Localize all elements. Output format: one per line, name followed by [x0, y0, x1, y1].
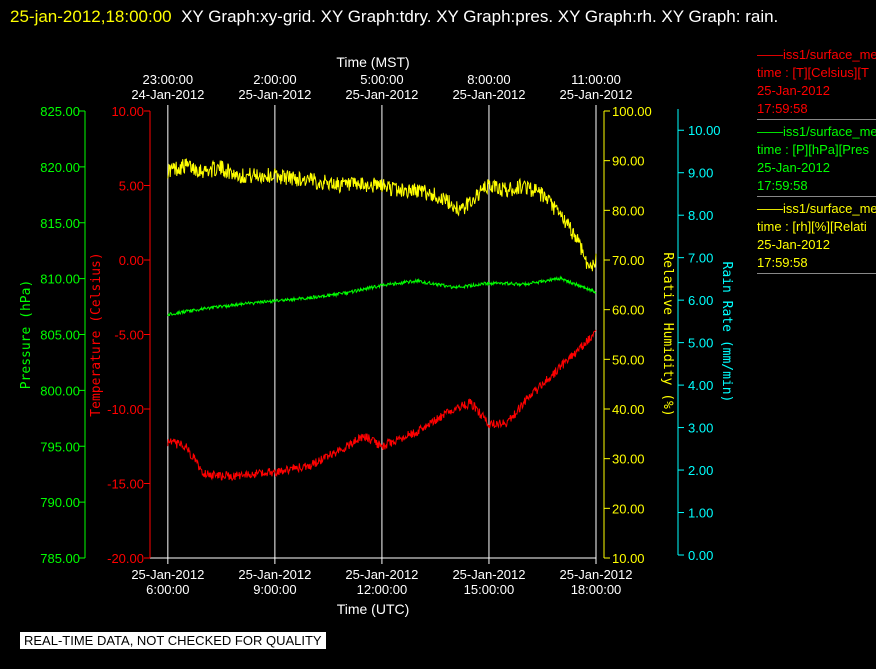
x-axis-label: Time (UTC)	[337, 601, 410, 617]
humidity-tick-label: 70.00	[612, 253, 645, 268]
humidity-axis-title: Relative Humidity (%)	[660, 252, 675, 416]
top-tick-time: 2:00:00	[253, 72, 296, 87]
temperature-tick-label: 10.00	[111, 104, 144, 119]
top-tick-date: 25-Jan-2012	[560, 87, 633, 102]
legend-time: 17:59:58	[757, 101, 808, 116]
top-tick-time: 23:00:00	[143, 72, 194, 87]
x-tick-time: 6:00:00	[146, 582, 189, 597]
top-tick-date: 24-Jan-2012	[131, 87, 204, 102]
rain-tick-label: 3.00	[688, 421, 713, 436]
temperature-axis-title: Temperature (Celsius)	[89, 252, 104, 416]
pressure-tick-label: 815.00	[40, 216, 80, 231]
temperature-tick-label: -20.00	[107, 551, 144, 566]
x-tick-time: 12:00:00	[357, 582, 408, 597]
temperature-series-line	[167, 329, 597, 482]
x-tick-date: 25-Jan-2012	[452, 567, 525, 582]
pressure-tick-label: 825.00	[40, 104, 80, 119]
top-tick-date: 25-Jan-2012	[238, 87, 311, 102]
humidity-tick-label: 40.00	[612, 402, 645, 417]
humidity-tick-label: 80.00	[612, 203, 645, 218]
rain-tick-label: 6.00	[688, 293, 713, 308]
rain-tick-label: 7.00	[688, 251, 713, 266]
rain-tick-label: 2.00	[688, 463, 713, 478]
temperature-tick-label: -5.00	[114, 328, 144, 343]
humidity-tick-label: 100.00	[612, 104, 652, 119]
rain-tick-label: 9.00	[688, 166, 713, 181]
legend-title: ——iss1/surface_me	[757, 201, 876, 216]
pressure-tick-label: 800.00	[40, 383, 80, 398]
legend-item-temperature: ——iss1/surface_me time : [T][Celsius][T …	[757, 46, 876, 120]
quality-notice: REAL-TIME DATA, NOT CHECKED FOR QUALITY	[20, 632, 326, 649]
top-tick-time: 5:00:00	[360, 72, 403, 87]
legend-item-humidity: ——iss1/surface_me time : [rh][%][Relati …	[757, 200, 876, 274]
pressure-tick-label: 820.00	[40, 160, 80, 175]
x-tick-date: 25-Jan-2012	[560, 567, 633, 582]
top-axis-label: Time (MST)	[336, 54, 409, 70]
pressure-tick-label: 810.00	[40, 272, 80, 287]
temperature-tick-label: 0.00	[119, 253, 144, 268]
x-tick-time: 9:00:00	[253, 582, 296, 597]
rain-tick-label: 0.00	[688, 548, 713, 563]
legend-time: 17:59:58	[757, 178, 808, 193]
x-tick-date: 25-Jan-2012	[345, 567, 418, 582]
x-tick-time: 18:00:00	[571, 582, 622, 597]
legend-date: 25-Jan-2012	[757, 83, 830, 98]
pressure-tick-label: 795.00	[40, 439, 80, 454]
pressure-axis-title: Pressure (hPa)	[19, 280, 34, 390]
x-tick-date: 25-Jan-2012	[131, 567, 204, 582]
top-tick-date: 25-Jan-2012	[452, 87, 525, 102]
x-tick-date: 25-Jan-2012	[238, 567, 311, 582]
legend-title: ——iss1/surface_me	[757, 47, 876, 62]
temperature-tick-label: -10.00	[107, 402, 144, 417]
pressure-tick-label: 805.00	[40, 328, 80, 343]
timestamp-label: 25-jan-2012,18:00:00	[10, 7, 172, 26]
humidity-tick-label: 90.00	[612, 154, 645, 169]
legend-variable: time : [T][Celsius][T	[757, 65, 869, 80]
pressure-series-line	[167, 275, 597, 317]
legend-date: 25-Jan-2012	[757, 237, 830, 252]
rain-tick-label: 1.00	[688, 506, 713, 521]
legend-variable: time : [rh][%][Relati	[757, 219, 867, 234]
humidity-tick-label: 10.00	[612, 551, 645, 566]
humidity-series-line	[167, 158, 597, 272]
rain-tick-label: 8.00	[688, 208, 713, 223]
pressure-tick-label: 790.00	[40, 495, 80, 510]
legend-date: 25-Jan-2012	[757, 160, 830, 175]
rain-tick-label: 5.00	[688, 336, 713, 351]
top-tick-time: 8:00:00	[467, 72, 510, 87]
title-bar: 25-jan-2012,18:00:00 XY Graph:xy-grid. X…	[10, 2, 860, 31]
humidity-tick-label: 30.00	[612, 452, 645, 467]
pressure-tick-label: 785.00	[40, 551, 80, 566]
top-tick-date: 25-Jan-2012	[345, 87, 418, 102]
legend-variable: time : [P][hPa][Pres	[757, 142, 869, 157]
temperature-tick-label: -15.00	[107, 477, 144, 492]
rain-tick-label: 4.00	[688, 378, 713, 393]
top-tick-time: 11:00:00	[571, 72, 621, 87]
legend-time: 17:59:58	[757, 255, 808, 270]
series-layer	[167, 158, 597, 482]
humidity-tick-label: 20.00	[612, 501, 645, 516]
rain-axis-title: Rain Rate (mm/min)	[719, 262, 734, 403]
temperature-tick-label: 5.00	[119, 179, 144, 194]
humidity-tick-label: 50.00	[612, 352, 645, 367]
x-tick-time: 15:00:00	[464, 582, 515, 597]
humidity-tick-label: 60.00	[612, 303, 645, 318]
legend-title: ——iss1/surface_me	[757, 124, 876, 139]
rain-tick-label: 10.00	[688, 123, 721, 138]
legend: ——iss1/surface_me time : [T][Celsius][T …	[757, 46, 876, 277]
graph-list-label: XY Graph:xy-grid. XY Graph:tdry. XY Grap…	[181, 7, 779, 26]
axes-layer: 25-Jan-20126:00:0023:00:0024-Jan-201225-…	[19, 54, 734, 617]
legend-item-pressure: ——iss1/surface_me time : [P][hPa][Pres 2…	[757, 123, 876, 197]
